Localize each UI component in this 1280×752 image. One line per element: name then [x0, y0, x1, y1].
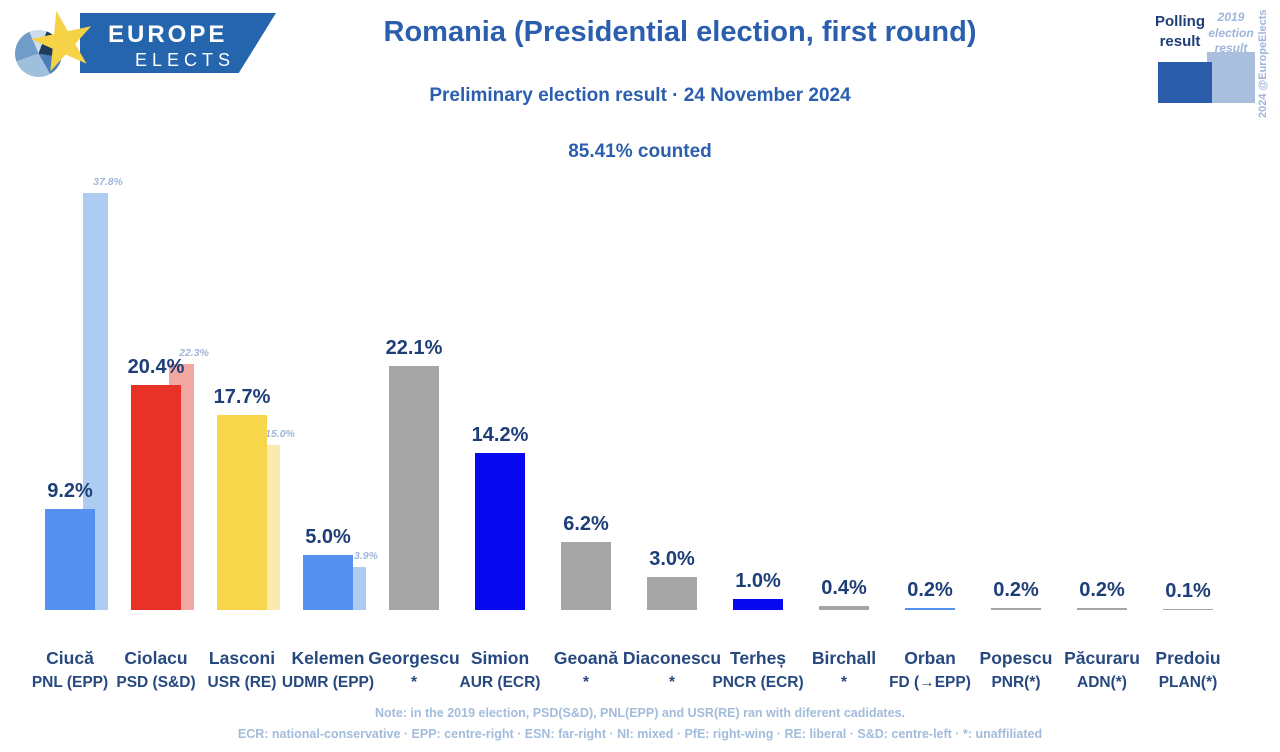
- candidate-party: PSD (S&D): [116, 674, 196, 691]
- candidate-name: Orban: [904, 648, 956, 668]
- polling-bar: [905, 607, 955, 610]
- candidate-name: Ciucă: [46, 648, 94, 668]
- europe-elects-logo: EUROPE ELECTS: [5, 5, 290, 110]
- page-subtitle: Preliminary election result · 24 Novembe…: [429, 85, 851, 106]
- candidate-name: Popescu: [979, 648, 1053, 668]
- value-label: 0.4%: [821, 576, 867, 599]
- polling-bar: [1077, 607, 1127, 610]
- previous-value-label: 37.8%: [93, 176, 123, 189]
- polling-bar: [389, 366, 439, 610]
- candidate-party: *: [668, 674, 676, 691]
- value-label: 5.0%: [305, 525, 351, 548]
- candidate-party: ADN(*): [1077, 674, 1127, 691]
- polling-bar: [475, 453, 525, 610]
- value-label: 17.7%: [213, 385, 271, 408]
- candidate-party: PLAN(*): [1158, 674, 1218, 691]
- legend-2019-result-swatch: [1207, 52, 1255, 103]
- candidate-party: USR (RE): [207, 674, 277, 691]
- candidate-labels-row: Ciucă PNL (EPP) Ciolacu PSD (S&D) Lasconi USR…: [0, 648, 1280, 702]
- candidate-party: AUR (ECR): [459, 674, 541, 691]
- candidate-name: Diaconescu: [622, 648, 722, 668]
- polling-bar: [733, 599, 783, 610]
- counted-status: 85.41% counted: [568, 141, 712, 162]
- candidate-party: UDMR (EPP): [281, 674, 375, 691]
- legend-polling-result-label: Polling result: [1155, 13, 1205, 51]
- previous-value-label: 22.3%: [179, 347, 209, 359]
- legend-2019-result-label: 2019 election result: [1208, 10, 1254, 56]
- candidate-name: Ciolacu: [124, 648, 188, 668]
- value-label: 0.2%: [907, 578, 953, 601]
- previous-value-label: 15.0%: [265, 427, 295, 440]
- candidate-name: Terheș: [729, 648, 787, 668]
- polling-bar: [819, 605, 869, 610]
- candidate-name: Geoană: [553, 648, 619, 668]
- logo-text-europe: EUROPE: [108, 21, 228, 48]
- value-label: 0.2%: [1079, 578, 1125, 601]
- polling-bar: [131, 385, 181, 610]
- value-label: 20.4%: [127, 356, 185, 378]
- value-label: 1.0%: [735, 570, 781, 592]
- polling-bar: [303, 554, 353, 610]
- candidate-party: *: [840, 674, 848, 691]
- polling-bar: [1163, 608, 1213, 610]
- value-label: 0.2%: [993, 578, 1039, 601]
- polling-bar: [45, 508, 95, 610]
- candidate-name: Birchall: [811, 648, 877, 668]
- candidate-name: Kelemen: [291, 648, 365, 668]
- value-label: 9.2%: [47, 479, 93, 502]
- value-label: 3.0%: [649, 547, 695, 570]
- candidate-party: *: [410, 674, 418, 691]
- candidate-party: PNCR (ECR): [712, 674, 804, 691]
- value-label: 0.1%: [1165, 579, 1211, 602]
- footnote: Note: in the 2019 election, PSD(S&D), PN…: [375, 706, 905, 720]
- candidate-name: Simion: [470, 648, 530, 668]
- bar-chart: 37.8% 9.2% 22.3% 20.4% 15.0% 17.7% 3.9% 5.0% 22.…: [0, 170, 1280, 610]
- candidate-party: PNR(*): [991, 674, 1041, 691]
- logo-text-elects: ELECTS: [135, 50, 236, 70]
- page-title: Romania (Presidential election, first ro…: [383, 16, 977, 48]
- polling-bar: [561, 541, 611, 610]
- legend-polling-result-swatch: [1158, 62, 1212, 103]
- value-label: 22.1%: [385, 337, 443, 360]
- candidate-name: Georgescu: [368, 648, 460, 668]
- value-label: 14.2%: [471, 424, 529, 447]
- credit-vertical-text: 2024 @EuropeElects: [1257, 9, 1269, 118]
- polling-bar: [991, 607, 1041, 610]
- polling-bar: [647, 576, 697, 610]
- candidate-name: Lasconi: [208, 648, 276, 668]
- polling-bar: [217, 414, 267, 610]
- abbreviations-legend: ECR: national-conservative · EPP: centre…: [237, 727, 1043, 741]
- candidate-name: Păcuraru: [1064, 648, 1140, 668]
- logo-banner: EUROPE ELECTS: [80, 13, 276, 73]
- candidate-party: PNL (EPP): [31, 674, 109, 691]
- candidate-name: Predoiu: [1155, 648, 1221, 668]
- value-label: 6.2%: [563, 512, 609, 535]
- previous-value-label: 3.9%: [354, 550, 378, 562]
- candidate-party: *: [582, 674, 590, 691]
- candidate-party: FD (→EPP): [889, 674, 971, 691]
